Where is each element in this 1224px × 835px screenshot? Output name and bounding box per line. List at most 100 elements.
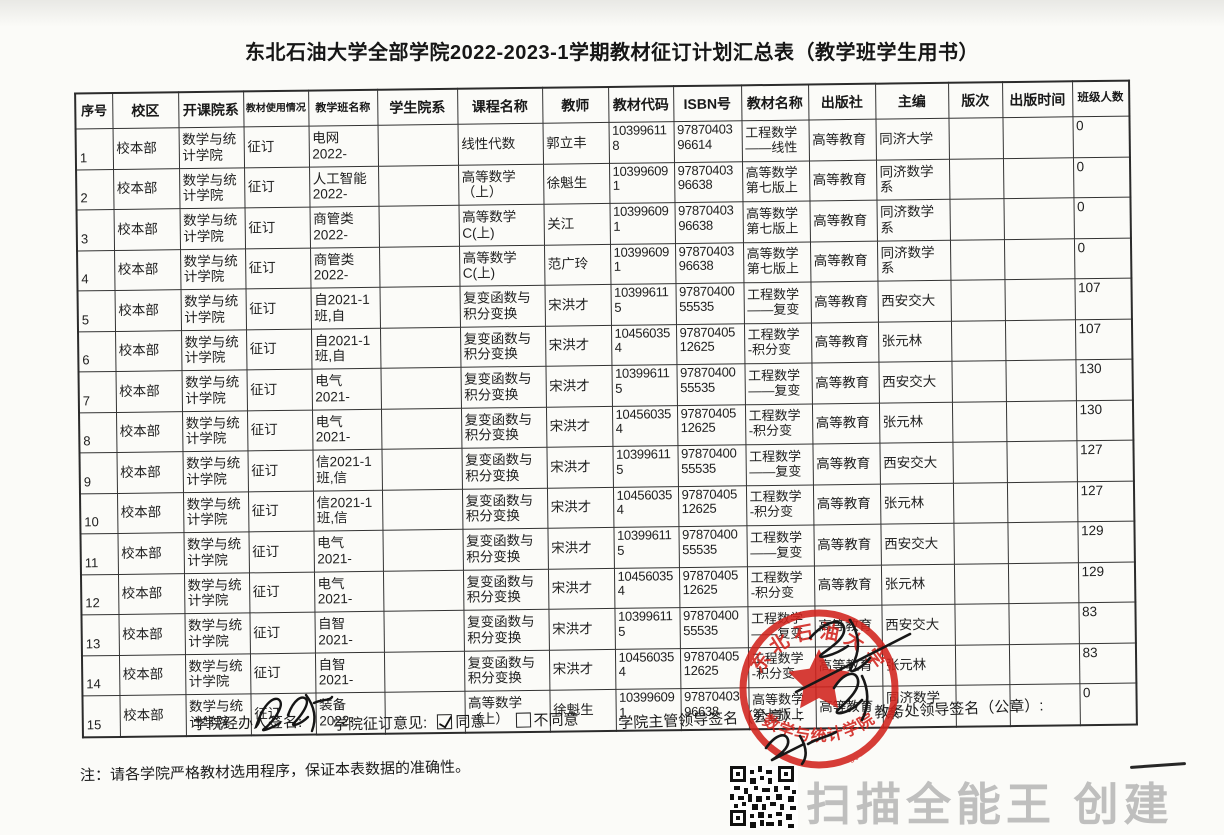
table-cell: 8: [79, 411, 117, 453]
table-cell: 数学与统计学院: [182, 450, 248, 493]
table-cell: 工程数学 -积分变: [747, 646, 816, 688]
table-cell: 高等教育: [811, 402, 880, 444]
table-cell: [383, 650, 465, 693]
table-cell: 西安交大: [878, 361, 952, 403]
column-header: 学生院系: [377, 88, 458, 126]
column-header: 校区: [112, 92, 179, 129]
table-cell: 征订: [247, 490, 314, 532]
table-cell: 数学与统计学院: [181, 329, 247, 371]
table-cell: 数学与统计学院: [179, 207, 246, 250]
table-cell: 10399611 5: [614, 607, 680, 649]
table-cell: 复变函数与 积分变换: [462, 568, 549, 611]
table-cell: [951, 401, 1007, 443]
table-cell: 同济大学: [875, 118, 949, 160]
table-cell: 宋洪才: [547, 527, 614, 569]
table-cell: 高等教育: [812, 483, 881, 525]
table-cell: 高等教育: [808, 159, 877, 201]
table-cell: 宋洪才: [546, 486, 614, 529]
table-cell: [383, 610, 464, 652]
table-cell: [1003, 197, 1074, 240]
table-cell: 97870405 12625: [675, 323, 745, 365]
table-cell: 97870403 96638: [673, 161, 743, 203]
table-cell: [953, 522, 1008, 564]
stamp-serial-right: 3078: [848, 746, 868, 765]
column-header: 课程名称: [457, 87, 543, 125]
scan-shadow: [0, 0, 1224, 30]
table-cell: 工程数学 -积分变: [746, 565, 815, 607]
table-cell: 高等教育: [810, 321, 879, 363]
table-cell: 10456035 4: [613, 567, 680, 609]
table-cell: 校本部: [117, 532, 184, 574]
table-cell: 征订: [244, 166, 310, 208]
table-cell: [1004, 319, 1076, 361]
table-cell: 高等数学 第七版上: [742, 241, 811, 283]
table-cell: 张元林: [877, 320, 952, 363]
table-cell: [954, 603, 1009, 645]
table-cell: [381, 448, 462, 490]
column-header: 出版时间: [1002, 81, 1073, 118]
table-cell: 工程数学 ——复变: [746, 524, 814, 567]
table-cell: 数学与统计学院: [183, 531, 249, 574]
table-cell: [378, 164, 459, 207]
table-cell: 高等教育: [809, 200, 877, 242]
table-cell: [949, 198, 1004, 240]
table-cell: 83: [1078, 602, 1136, 644]
column-header: 教学班名称: [308, 89, 378, 127]
table-cell: 西安交大: [879, 442, 953, 484]
table-cell: 10399609 1: [609, 202, 675, 244]
table-cell: [382, 529, 463, 571]
table-cell: 复变函数与 积分变换: [460, 406, 547, 449]
agree-label: 同意: [455, 713, 486, 732]
table-cell: 校本部: [114, 249, 181, 291]
table-cell: 10399611 5: [611, 364, 677, 406]
handwritten-signature-operator: [254, 693, 334, 733]
svg-text:3078: 3078: [848, 746, 869, 765]
table-cell: 自智 2021-: [314, 651, 385, 694]
table-cell: 线性代数: [457, 123, 544, 165]
table-cell: [378, 205, 459, 247]
table-cell: 10456035 4: [612, 486, 679, 528]
table-cell: 郭立丰: [542, 122, 609, 164]
table-cell: 复变函数与 积分变换: [459, 285, 545, 327]
table-cell: 数学与统计学院: [182, 491, 249, 533]
table-cell: 高等数学 C(上): [458, 244, 545, 287]
table-cell: 高等教育: [813, 564, 882, 606]
table-cell: 3: [76, 209, 115, 251]
table-cell: 10: [79, 492, 118, 534]
table-cell: 127: [1076, 480, 1135, 522]
column-header: 序号: [75, 93, 113, 129]
column-header: 教师: [542, 86, 609, 124]
table-cell: 97870400 55535: [676, 363, 745, 406]
table-cell: 13: [81, 614, 119, 656]
table-cell: 129: [1077, 521, 1135, 563]
table-cell: 9: [79, 452, 117, 494]
textbook-order-table: 序号 校区 开课院系 教材使用情况 教学班名称 学生院系 课程名称 教师 教材代码 ISBN号 教材…: [74, 79, 1138, 738]
table-cell: 83: [1078, 642, 1137, 684]
table-cell: 复变函数与 积分变换: [460, 366, 546, 408]
table-cell: 2: [76, 169, 114, 210]
table-cell: 97870403 96614: [673, 120, 742, 163]
table-cell: [382, 569, 464, 612]
order-opinion-line: 学院征订意见: 同意 不同意: [333, 708, 579, 734]
table-cell: [1007, 562, 1079, 604]
table-cell: [948, 158, 1004, 200]
table-cell: 工程数学 ——复变: [744, 362, 812, 405]
column-header: 出版社: [808, 83, 876, 121]
table-cell: 校本部: [115, 330, 182, 372]
column-header: 教材代码: [608, 86, 674, 123]
table-cell: 校本部: [115, 370, 182, 412]
column-header: 班级人数: [1072, 80, 1130, 117]
table-cell: 宋洪才: [545, 405, 613, 448]
table-cell: 高等数学 第七版上: [742, 200, 810, 243]
table-cell: 征订: [249, 652, 316, 694]
table-cell: 97870400 55535: [678, 525, 747, 568]
table-cell: 高等数学 C(上): [458, 204, 544, 246]
table-cell: 工程数学 ——线性: [741, 120, 809, 162]
table-cell: 10399611 5: [610, 283, 676, 325]
table-cell: 西安交大: [880, 523, 954, 565]
textbook-order-table-wrap: 序号 校区 开课院系 教材使用情况 教学班名称 学生院系 课程名称 教师 教材代码 ISBN号 教材…: [74, 79, 1138, 738]
table-cell: 4: [77, 249, 115, 291]
table-cell: 电网 2022-: [308, 125, 379, 167]
table-cell: 10399611 8: [608, 121, 674, 163]
table-cell: [380, 367, 461, 409]
